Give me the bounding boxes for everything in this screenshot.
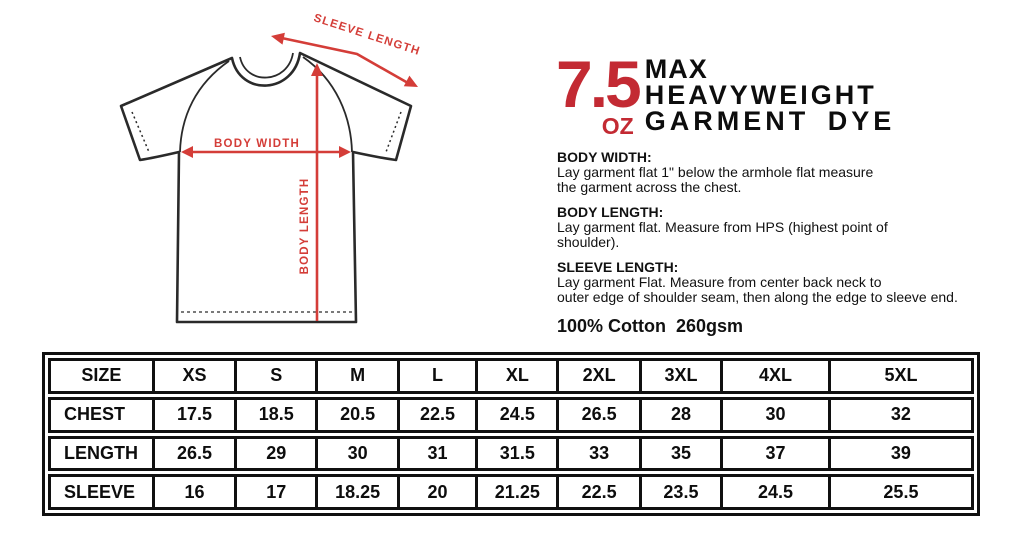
- measurement-cell: 37: [723, 438, 831, 469]
- weight-unit: OZ: [601, 113, 634, 139]
- size-column-header: 2XL: [559, 361, 642, 391]
- spec-heading: SLEEVE LENGTH:: [557, 259, 679, 275]
- measurement-cell: 20.5: [318, 399, 400, 430]
- measurement-cell: 32: [890, 404, 911, 425]
- right-armhole-seam: [302, 56, 353, 153]
- size-column-header: XS: [155, 361, 238, 391]
- measurement-cell: 24.5: [478, 399, 560, 430]
- size-table-row: LENGTH 26.5 29 30 31 31.5 33 35 37 39: [48, 435, 974, 472]
- title-line-heavyweight: HEAVYWEIGHT: [644, 80, 877, 110]
- measurement-cell: 26.5: [559, 399, 642, 430]
- measurement-cell: 17: [237, 477, 319, 507]
- spec-sleeve-length: SLEEVE LENGTH: Lay garment Flat. Measure…: [557, 260, 987, 304]
- measurement-cell: 18.25: [318, 477, 400, 507]
- weight-number: 7.5: [556, 47, 642, 121]
- spec-body-length: BODY LENGTH: Lay garment flat. Measure f…: [557, 205, 987, 249]
- spec-text: Lay garment Flat. Measure from center ba…: [557, 274, 958, 305]
- measurement-cell: 18.5: [237, 399, 319, 430]
- size-header-cell: SIZE: [51, 361, 155, 391]
- left-armhole-seam: [179, 60, 230, 153]
- measurement-cell: 29: [237, 438, 319, 469]
- body-length-arrow: [311, 63, 323, 321]
- tshirt-diagram: SLEEVE LENGTH BODY WIDTH BODY LENGTH: [119, 12, 422, 324]
- size-table-row: CHEST 17.5 18.5 20.5 22.5 24.5 26.5 28 30 32: [48, 396, 974, 433]
- body-width-label: BODY WIDTH: [214, 138, 300, 150]
- body-length-label: BODY LENGTH: [299, 178, 311, 275]
- right-sleeve-stitch: [385, 111, 402, 153]
- sleeve-length-arrow: [271, 32, 418, 87]
- measurement-cell: 21.25: [478, 477, 560, 507]
- size-table-header-row: SIZE XS S M L XL 2XL 3XL 4XL 5XL: [48, 358, 974, 394]
- size-table: SIZE XS S M L XL 2XL 3XL 4XL 5XL CHEST 17.5 18.5 20.5…: [42, 352, 980, 516]
- measurement-cell: 39: [890, 442, 911, 463]
- measurement-cell: 17.5: [155, 399, 238, 430]
- size-column-header: XL: [478, 361, 560, 391]
- size-column-header: L: [400, 361, 479, 391]
- spec-text: Lay garment flat. Measure from HPS (high…: [557, 219, 888, 250]
- size-table-row: SLEEVE 16 17 18.25 20 21.25 22.5 23.5 24.5 25.5: [48, 474, 974, 510]
- size-column-header: 5XL: [884, 365, 918, 386]
- measurement-definitions: BODY WIDTH: Lay garment flat 1" below th…: [557, 150, 987, 337]
- measurement-cell: 22.5: [559, 477, 642, 507]
- measurement-cell: 31: [400, 438, 479, 469]
- size-column-header: M: [318, 361, 400, 391]
- spec-body-width: BODY WIDTH: Lay garment flat 1" below th…: [557, 150, 987, 194]
- measurement-cell: 35: [642, 438, 724, 469]
- measurement-cell: 20: [400, 477, 479, 507]
- size-column-header: 4XL: [723, 361, 831, 391]
- left-sleeve-stitch: [131, 111, 150, 153]
- measurement-cell: 25.5: [883, 481, 919, 502]
- tshirt-outline: [119, 51, 413, 324]
- row-label-cell: SLEEVE: [51, 477, 155, 507]
- title-lines: MAX HEAVYWEIGHT GARMENT DYE: [644, 50, 896, 136]
- row-label-cell: CHEST: [51, 399, 155, 430]
- product-title: 7.5 OZ MAX HEAVYWEIGHT GARMENT DYE: [556, 50, 895, 138]
- size-column-header: S: [237, 361, 319, 391]
- measurement-cell: 33: [559, 438, 642, 469]
- row-label-cell: LENGTH: [51, 438, 155, 469]
- measurement-cell: 22.5: [400, 399, 479, 430]
- size-column-header: 3XL: [642, 361, 724, 391]
- measurement-cell: 31.5: [478, 438, 560, 469]
- measurement-cell: 24.5: [723, 477, 831, 507]
- title-line-max: MAX: [644, 54, 708, 84]
- measurement-cell: 26.5: [155, 438, 238, 469]
- fabric-note: 100% Cotton 260gsm: [557, 316, 744, 336]
- measurement-cell: 23.5: [642, 477, 724, 507]
- title-line-garment-dye: GARMENT DYE: [644, 106, 896, 136]
- measurement-cell: 28: [642, 399, 724, 430]
- spec-heading: BODY LENGTH:: [557, 204, 664, 220]
- weight-block: 7.5 OZ: [556, 47, 642, 139]
- measurement-cell: 30: [318, 438, 400, 469]
- collar-rib: [239, 52, 294, 79]
- measurement-cell: 16: [155, 477, 238, 507]
- measurement-cell: 30: [723, 399, 831, 430]
- sleeve-length-label: SLEEVE LENGTH: [312, 12, 422, 58]
- spec-text: Lay garment flat 1" below the armhole fl…: [557, 164, 874, 195]
- spec-heading: BODY WIDTH:: [557, 149, 652, 165]
